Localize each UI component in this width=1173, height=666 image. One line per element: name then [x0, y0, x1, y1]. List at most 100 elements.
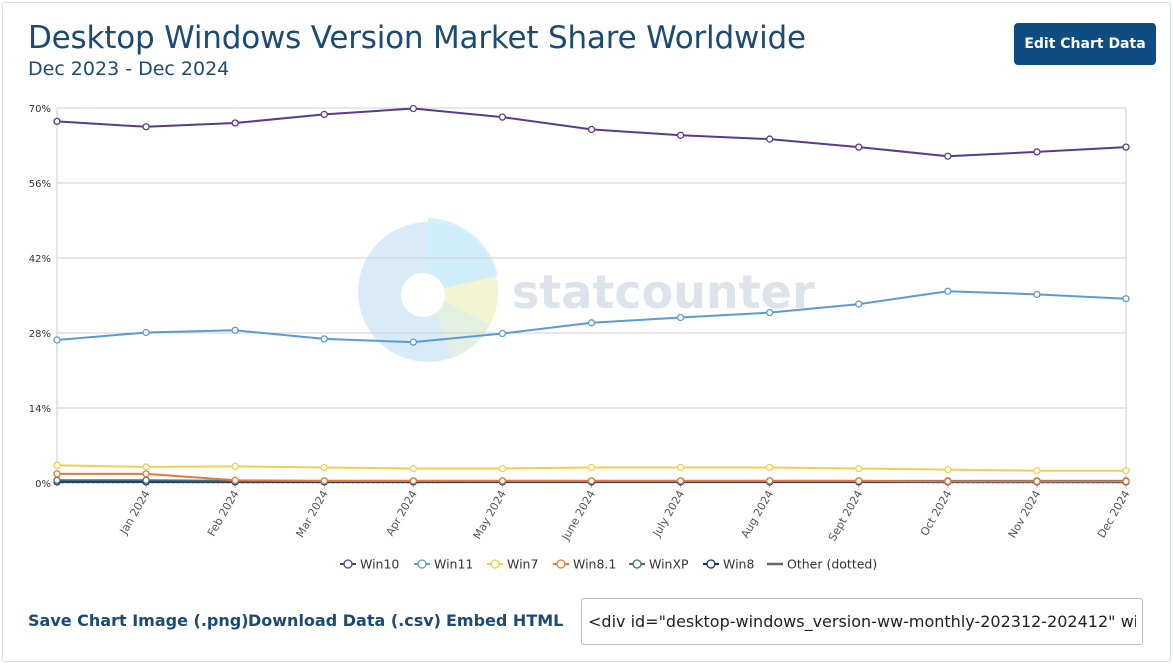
x-tick-label: May 2024: [471, 488, 509, 541]
data-point[interactable]: [142, 328, 150, 337]
x-tick-label: Oct 2024: [918, 488, 955, 538]
data-point[interactable]: [855, 477, 863, 485]
data-point[interactable]: [320, 463, 328, 472]
legend-swatch-marker: [490, 559, 500, 569]
data-point[interactable]: [855, 143, 863, 151]
data-point[interactable]: [320, 110, 328, 119]
data-point[interactable]: [587, 463, 596, 472]
data-point[interactable]: [498, 113, 507, 121]
series-win10: [53, 104, 1130, 160]
data-point[interactable]: [855, 464, 863, 473]
x-tick-label: Sept 2024: [826, 488, 866, 543]
data-point[interactable]: [1033, 290, 1041, 299]
embed-html-input[interactable]: [581, 598, 1143, 645]
data-point[interactable]: [1033, 477, 1041, 486]
legend-item[interactable]: Win8.1: [553, 557, 616, 572]
data-point[interactable]: [587, 125, 596, 134]
data-point[interactable]: [1122, 467, 1130, 475]
watermark-text: statcounter: [512, 265, 815, 319]
data-point[interactable]: [676, 131, 685, 139]
data-point[interactable]: [409, 464, 417, 473]
data-point[interactable]: [1033, 148, 1041, 156]
data-point[interactable]: [409, 477, 417, 485]
legend-label: Win11: [434, 557, 473, 572]
save-chart-image-link[interactable]: Save Chart Image (.png): [28, 611, 249, 630]
x-tick-label: Feb 2024: [205, 488, 242, 539]
y-tick-label: 56%: [29, 179, 51, 190]
data-point[interactable]: [1033, 467, 1041, 475]
data-point[interactable]: [142, 463, 150, 471]
data-point[interactable]: [855, 300, 863, 308]
data-point[interactable]: [142, 476, 150, 484]
data-point[interactable]: [587, 319, 596, 327]
data-point[interactable]: [1122, 477, 1130, 486]
series-win11: [53, 287, 1130, 346]
data-point[interactable]: [676, 463, 685, 472]
legend-item[interactable]: Win11: [414, 557, 473, 572]
data-point[interactable]: [766, 308, 774, 317]
legend-label: Win8: [723, 557, 754, 572]
data-point[interactable]: [409, 104, 417, 113]
data-point[interactable]: [1122, 143, 1130, 151]
series-lines: [53, 104, 1130, 486]
legend-item[interactable]: Win7: [487, 557, 538, 572]
data-point[interactable]: [587, 477, 596, 485]
line-chart: statcounter 0% 14% 28% 42% 56% 70% Jan 2024 Fe…: [29, 104, 1133, 572]
data-point[interactable]: [320, 477, 328, 485]
x-tick-label: Aug 2024: [739, 488, 777, 540]
statcounter-watermark: statcounter: [358, 218, 815, 362]
data-point[interactable]: [53, 117, 61, 126]
legend-swatch-marker: [556, 559, 566, 569]
legend-label: Win7: [507, 557, 538, 572]
data-point[interactable]: [53, 461, 61, 469]
series-win7: [53, 461, 1130, 475]
data-point[interactable]: [231, 326, 239, 334]
data-point[interactable]: [142, 470, 150, 478]
data-point[interactable]: [231, 119, 239, 127]
data-point[interactable]: [676, 477, 685, 485]
embed-html-link[interactable]: Embed HTML: [446, 611, 564, 630]
legend-item[interactable]: WinXP: [629, 557, 689, 572]
data-point[interactable]: [142, 123, 150, 131]
y-axis-ticks: 0% 14% 28% 42% 56% 70%: [29, 104, 51, 490]
legend-swatch-marker: [706, 559, 716, 569]
watermark-segment-top: [428, 218, 498, 292]
legend-item[interactable]: Other (dotted): [767, 557, 877, 572]
download-data-link[interactable]: Download Data (.csv): [248, 611, 441, 630]
data-point[interactable]: [766, 135, 774, 143]
watermark-hole: [401, 273, 445, 317]
x-tick-label: Dec 2024: [1095, 488, 1133, 540]
date-range-subtitle: Dec 2023 - Dec 2024: [28, 58, 230, 80]
data-point[interactable]: [944, 287, 952, 295]
legend-label: Other (dotted): [787, 557, 877, 572]
data-point[interactable]: [498, 464, 507, 473]
data-point[interactable]: [53, 336, 61, 344]
data-point[interactable]: [320, 335, 328, 343]
legend-label: WinXP: [649, 557, 689, 572]
data-point[interactable]: [766, 477, 774, 485]
data-point[interactable]: [676, 313, 685, 322]
data-point[interactable]: [944, 152, 952, 160]
data-point[interactable]: [944, 465, 952, 474]
x-tick-label: July 2024: [650, 488, 687, 540]
edit-chart-data-button[interactable]: Edit Chart Data: [1014, 23, 1156, 65]
data-point[interactable]: [231, 476, 239, 484]
y-tick-label: 0%: [35, 479, 51, 490]
data-point[interactable]: [231, 462, 239, 471]
data-point[interactable]: [53, 476, 61, 484]
legend-swatch-marker: [632, 559, 642, 569]
data-point[interactable]: [498, 477, 507, 485]
x-tick-label: June 2024: [559, 488, 598, 543]
legend-item[interactable]: Win10: [340, 557, 399, 572]
data-point[interactable]: [1122, 295, 1130, 303]
data-point[interactable]: [498, 329, 507, 338]
data-point[interactable]: [409, 338, 417, 346]
legend-item[interactable]: Win8: [703, 557, 754, 572]
data-point[interactable]: [944, 477, 952, 486]
y-tick-label: 42%: [29, 254, 51, 265]
x-tick-label: Jan 2024: [117, 488, 153, 537]
watermark-segment-green: [428, 292, 490, 358]
data-point[interactable]: [766, 463, 774, 472]
series-win8-1: [53, 470, 1130, 486]
data-point[interactable]: [53, 470, 61, 478]
